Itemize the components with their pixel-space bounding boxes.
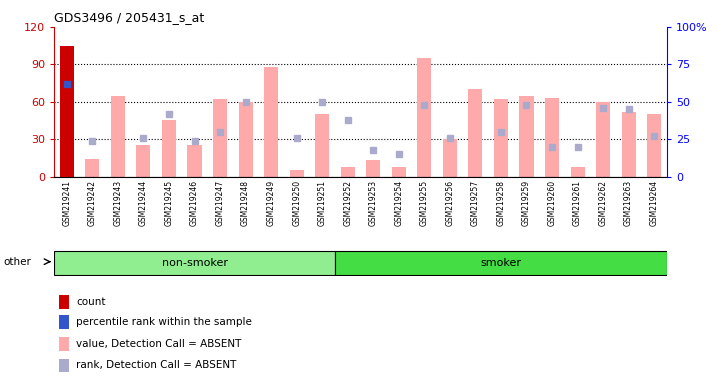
Text: GDS3496 / 205431_s_at: GDS3496 / 205431_s_at bbox=[54, 12, 204, 25]
Text: percentile rank within the sample: percentile rank within the sample bbox=[76, 317, 252, 327]
Bar bbox=[60, 46, 74, 177]
Text: GSM219258: GSM219258 bbox=[497, 180, 505, 226]
Bar bbox=[315, 114, 329, 177]
Bar bbox=[570, 167, 585, 177]
Bar bbox=[136, 146, 151, 177]
Bar bbox=[545, 98, 559, 177]
Bar bbox=[264, 67, 278, 177]
Bar bbox=[335, 251, 667, 275]
Bar bbox=[417, 58, 431, 177]
Bar bbox=[59, 316, 69, 329]
Bar bbox=[85, 159, 99, 177]
Text: GSM219255: GSM219255 bbox=[420, 180, 429, 226]
Text: GSM219259: GSM219259 bbox=[522, 180, 531, 226]
Text: GSM219256: GSM219256 bbox=[446, 180, 454, 226]
Bar bbox=[596, 102, 610, 177]
Bar bbox=[54, 251, 335, 275]
Bar bbox=[622, 112, 636, 177]
Bar bbox=[59, 295, 69, 309]
Text: GSM219247: GSM219247 bbox=[216, 180, 224, 226]
Text: GSM219252: GSM219252 bbox=[343, 180, 353, 226]
Bar bbox=[443, 139, 457, 177]
Text: GSM219262: GSM219262 bbox=[598, 180, 608, 226]
Bar bbox=[59, 359, 69, 372]
Bar bbox=[392, 167, 406, 177]
Bar bbox=[239, 102, 252, 177]
Bar bbox=[494, 99, 508, 177]
Text: GSM219250: GSM219250 bbox=[292, 180, 301, 226]
Text: GSM219244: GSM219244 bbox=[139, 180, 148, 226]
Text: count: count bbox=[76, 297, 105, 307]
Bar bbox=[519, 96, 534, 177]
Text: other: other bbox=[4, 257, 32, 267]
Text: GSM219248: GSM219248 bbox=[241, 180, 250, 226]
Text: value, Detection Call = ABSENT: value, Detection Call = ABSENT bbox=[76, 339, 242, 349]
Text: GSM219257: GSM219257 bbox=[471, 180, 480, 226]
Bar bbox=[187, 146, 202, 177]
Text: GSM219263: GSM219263 bbox=[624, 180, 633, 226]
Bar bbox=[290, 170, 304, 177]
Text: GSM219242: GSM219242 bbox=[88, 180, 97, 226]
Text: GSM219253: GSM219253 bbox=[368, 180, 378, 226]
Text: GSM219246: GSM219246 bbox=[190, 180, 199, 226]
Text: GSM219245: GSM219245 bbox=[164, 180, 174, 226]
Text: GSM219261: GSM219261 bbox=[573, 180, 582, 226]
Bar bbox=[366, 161, 380, 177]
Text: GSM219254: GSM219254 bbox=[394, 180, 403, 226]
Text: GSM219241: GSM219241 bbox=[62, 180, 71, 226]
Bar bbox=[647, 114, 661, 177]
Text: GSM219243: GSM219243 bbox=[113, 180, 123, 226]
Bar bbox=[469, 89, 482, 177]
Text: GSM219249: GSM219249 bbox=[267, 180, 275, 226]
Text: GSM219251: GSM219251 bbox=[318, 180, 327, 226]
Bar bbox=[59, 338, 69, 351]
Text: GSM219264: GSM219264 bbox=[650, 180, 659, 226]
Bar bbox=[341, 167, 355, 177]
Bar bbox=[111, 96, 125, 177]
Text: smoker: smoker bbox=[480, 258, 521, 268]
Bar bbox=[162, 121, 176, 177]
Bar bbox=[213, 99, 227, 177]
Text: non-smoker: non-smoker bbox=[162, 258, 228, 268]
Text: GSM219260: GSM219260 bbox=[547, 180, 557, 226]
Text: rank, Detection Call = ABSENT: rank, Detection Call = ABSENT bbox=[76, 360, 236, 370]
